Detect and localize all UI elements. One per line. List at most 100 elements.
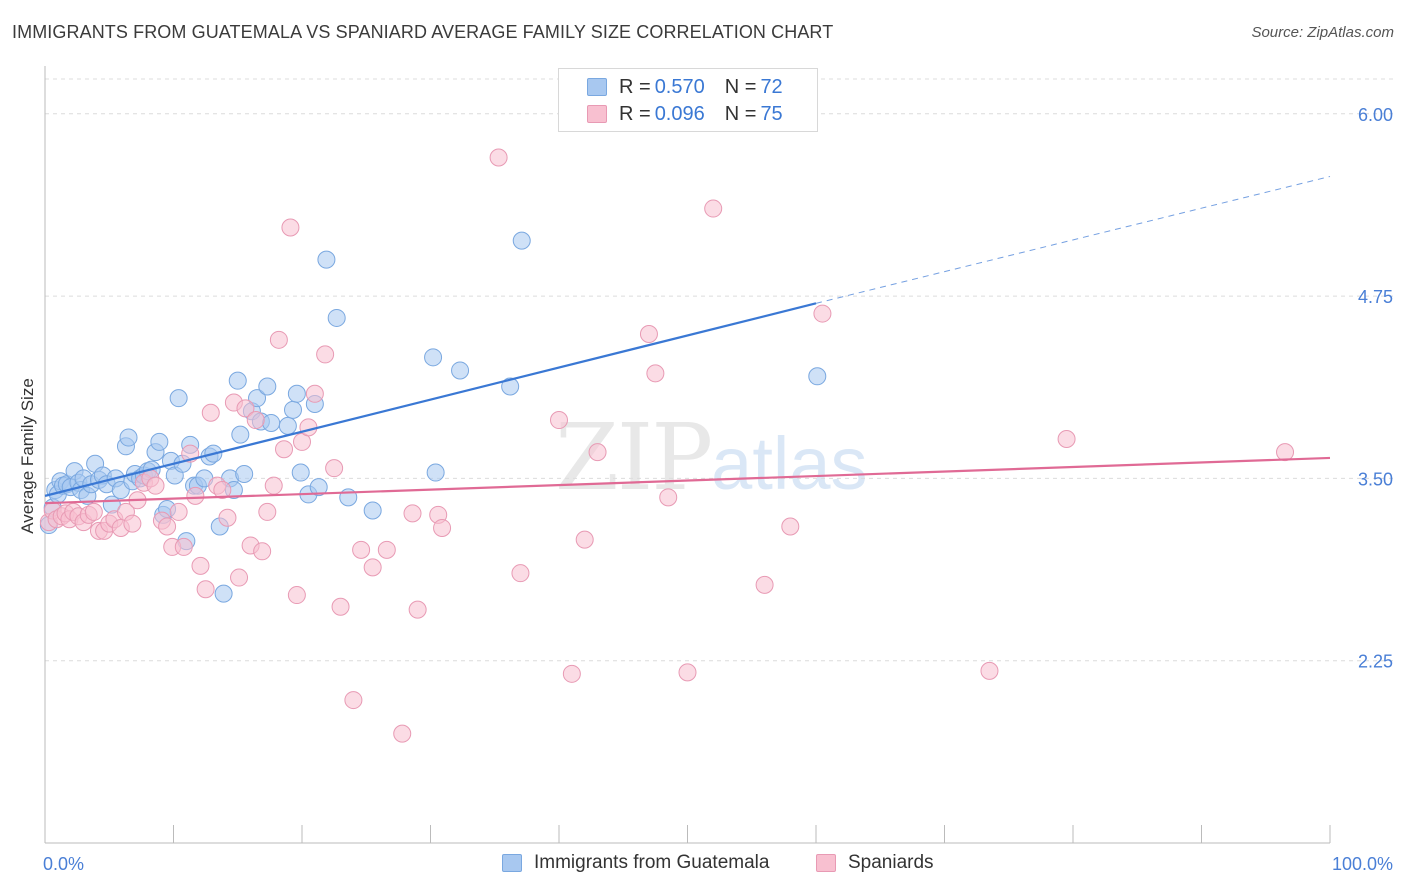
- guatemala-point: [150, 432, 169, 451]
- spaniard-point: [84, 502, 103, 521]
- legend-r-label: R =: [619, 102, 651, 125]
- guatemala-point: [426, 463, 445, 482]
- spaniard-point: [269, 330, 288, 349]
- spaniard-point: [1057, 429, 1076, 448]
- spaniard-point: [281, 218, 300, 237]
- spaniard-point: [146, 476, 165, 495]
- spaniard-point: [433, 518, 452, 537]
- y-tick-label: 3.50: [1358, 469, 1393, 489]
- legend-n-value: 75: [760, 102, 783, 125]
- spaniard-point: [218, 508, 237, 527]
- watermark-atlas: atlas: [711, 422, 868, 505]
- stats-legend: R = 0.570 N = 72 R = 0.096 N = 75: [558, 68, 818, 132]
- source-attribution: Source: ZipAtlas.com: [1251, 24, 1394, 41]
- spaniard-point: [287, 586, 306, 605]
- spaniard-point: [191, 556, 210, 575]
- x-tick-label: 0.0%: [43, 854, 84, 874]
- guatemala-point: [169, 389, 188, 408]
- spaniard-point: [755, 575, 774, 594]
- guatemala-trend-line: [44, 302, 817, 497]
- spaniard-point: [393, 724, 412, 743]
- spaniard-point: [403, 504, 422, 523]
- legend-n-label: N =: [724, 102, 757, 125]
- spaniard-point: [550, 411, 568, 430]
- chart-title: IMMIGRANTS FROM GUATEMALA VS SPANIARD AV…: [12, 22, 834, 42]
- legend-swatch-spaniards: [587, 105, 607, 123]
- legend-row-spaniards: R = 0.096 N = 75: [587, 102, 783, 126]
- spaniard-point: [253, 542, 272, 561]
- guatemala-point: [363, 501, 382, 520]
- guatemala-point: [808, 367, 827, 386]
- legend-swatch-spaniards: [816, 854, 836, 872]
- spaniard-point: [781, 517, 800, 536]
- spaniard-point: [363, 558, 382, 577]
- legend-n-label: N =: [724, 75, 757, 98]
- guatemala-point: [317, 250, 336, 269]
- legend-item-guatemala[interactable]: Immigrants from Guatemala: [502, 852, 769, 874]
- y-tick-label: 6.00: [1358, 105, 1393, 125]
- guatemala-point: [309, 478, 328, 497]
- guatemala-point: [291, 463, 310, 482]
- spaniard-point: [264, 476, 283, 495]
- guatemala-point: [248, 389, 267, 408]
- guatemala-trend-line-extension: [815, 175, 1331, 304]
- spaniard-point: [325, 459, 344, 478]
- y-tick-label: 2.25: [1358, 652, 1393, 672]
- zipatlas-watermark: ZIPatlas: [555, 404, 867, 511]
- guatemala-point: [228, 371, 247, 390]
- spaniard-point: [511, 564, 530, 583]
- spaniard-point: [174, 537, 193, 556]
- guatemala-point: [258, 377, 277, 396]
- guatemala-point: [262, 413, 281, 432]
- spaniard-point: [489, 148, 508, 167]
- guatemala-point: [284, 400, 303, 419]
- spaniard-point: [246, 411, 265, 430]
- spaniard-point: [562, 664, 581, 683]
- guatemala-point: [451, 361, 470, 380]
- spaniard-point: [344, 691, 363, 710]
- spaniard-point: [123, 514, 142, 533]
- spaniard-point: [196, 580, 215, 599]
- spaniard-point: [377, 540, 396, 559]
- guatemala-point: [231, 425, 250, 444]
- spaniard-point: [186, 486, 205, 505]
- spaniard-point: [169, 502, 188, 521]
- legend-row-guatemala: R = 0.570 N = 72: [587, 75, 783, 99]
- spaniard-point: [575, 530, 594, 549]
- y-axis-label: Average Family Size: [18, 378, 37, 534]
- guatemala-point: [501, 377, 520, 396]
- spaniard-point: [331, 597, 350, 616]
- x-tick-label: 100.0%: [1332, 854, 1393, 874]
- spaniard-point: [408, 600, 427, 619]
- guatemala-point: [327, 308, 346, 327]
- guatemala-point: [424, 348, 443, 367]
- spaniard-point: [659, 488, 678, 507]
- spaniard-point: [299, 418, 318, 437]
- spaniard-trend-line: [44, 456, 1331, 505]
- spaniard-point: [305, 384, 324, 403]
- spaniard-point: [275, 440, 294, 459]
- spaniard-point: [201, 403, 220, 422]
- spaniard-point: [230, 568, 249, 587]
- guatemala-point: [235, 465, 254, 484]
- watermark-zip: ZIP: [555, 404, 713, 511]
- legend-label-guatemala: Immigrants from Guatemala: [534, 852, 770, 873]
- guatemala-point: [214, 584, 233, 603]
- spaniard-point: [1276, 443, 1295, 462]
- legend-item-spaniards[interactable]: Spaniards: [816, 852, 934, 874]
- guatemala-point: [512, 231, 531, 250]
- guatemala-point: [119, 428, 138, 447]
- spaniard-point: [258, 502, 277, 521]
- y-tick-label: 4.75: [1358, 287, 1393, 307]
- legend-r-value: 0.570: [654, 75, 705, 98]
- spaniard-point: [213, 481, 232, 500]
- spaniard-point: [236, 399, 255, 418]
- legend-swatch-guatemala: [587, 78, 607, 96]
- spaniard-point: [316, 345, 335, 364]
- spaniard-point: [588, 443, 607, 462]
- guatemala-point: [278, 416, 297, 435]
- legend-r-value: 0.096: [654, 102, 705, 125]
- spaniard-point: [646, 364, 665, 383]
- spaniard-point: [813, 304, 832, 323]
